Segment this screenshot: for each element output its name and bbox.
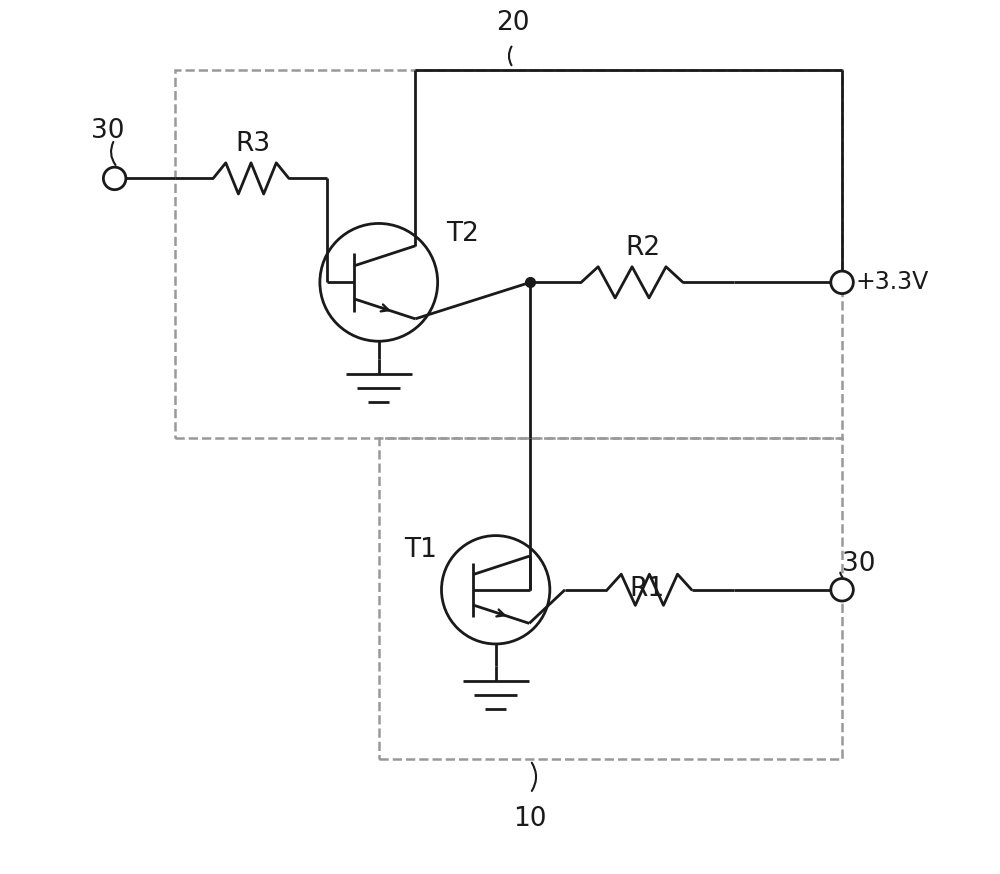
Text: 30: 30 (842, 551, 876, 577)
Text: T1: T1 (404, 537, 437, 563)
Text: 30: 30 (91, 118, 125, 144)
Circle shape (831, 271, 853, 294)
Bar (379, 438, 842, 759)
Text: +3.3V: +3.3V (855, 270, 928, 295)
Text: R1: R1 (630, 576, 665, 601)
Text: T2: T2 (446, 221, 479, 247)
Text: 10: 10 (514, 807, 547, 832)
Text: R2: R2 (625, 235, 660, 260)
Text: R3: R3 (236, 131, 271, 156)
Circle shape (103, 167, 126, 190)
Circle shape (831, 579, 853, 601)
Bar (175, 70, 842, 438)
Text: 20: 20 (496, 10, 530, 36)
